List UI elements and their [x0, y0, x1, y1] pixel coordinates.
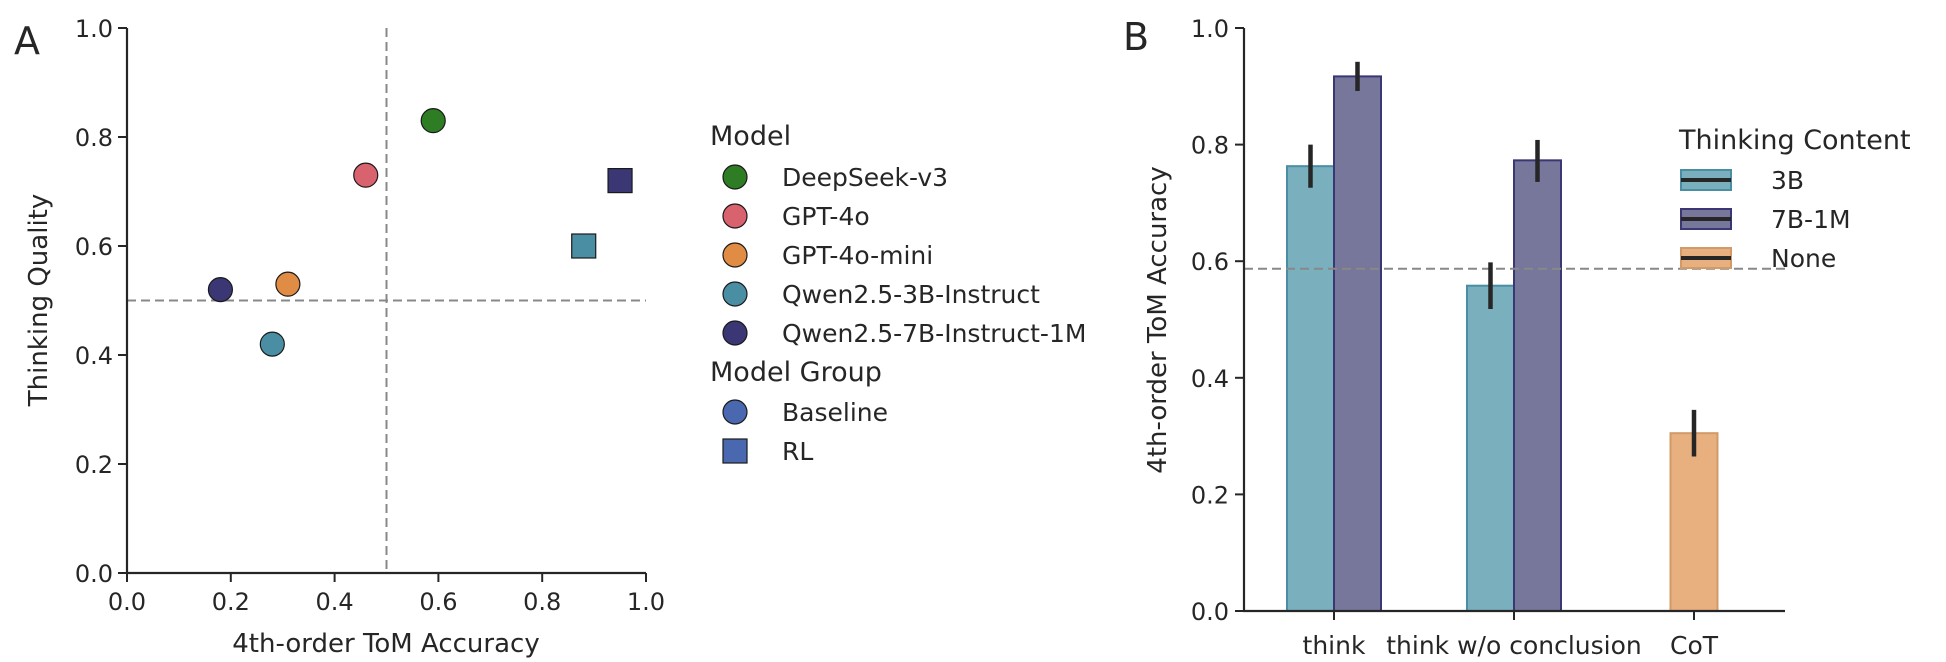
scatter-point-circle [353, 162, 379, 188]
legend-label: Qwen2.5-7B-Instruct-1M [782, 319, 1086, 348]
x-tick-label: 0.4 [316, 588, 354, 616]
legend-label: 7B-1M [1771, 205, 1851, 234]
legend-label: None [1771, 244, 1836, 273]
scatter-point-circle [259, 331, 285, 357]
y-tick-label: 0.8 [1191, 132, 1229, 160]
panel-b-bar: B 0.0 0.2 0.4 0.6 0.8 1.0 think think w/o concl… [1123, 15, 1911, 660]
scatter-points [207, 108, 633, 357]
legend-title-model: Model [710, 121, 791, 152]
y-tick-label: 0.2 [1191, 481, 1229, 509]
y-axis-label: Thinking Quality [24, 194, 54, 408]
legend-label: GPT-4o-mini [782, 241, 933, 270]
x-tick-label: think [1303, 631, 1366, 660]
legend-marker [722, 281, 748, 307]
y-tick-label: 0.2 [75, 451, 113, 479]
legend-label: Baseline [782, 398, 888, 427]
x-tick-label: 1.0 [627, 588, 665, 616]
axis-ticks: 0.0 0.2 0.4 0.6 0.8 1.0 think think w/o conclus… [1191, 15, 1719, 660]
axis-ticks: 0.0 0.2 0.4 0.6 0.8 1.0 0.0 0.2 0.4 0.6 0.8 1.0 [75, 15, 665, 616]
y-tick-label: 1.0 [75, 15, 113, 43]
y-tick-label: 0.8 [75, 124, 113, 152]
y-tick-label: 0.6 [1191, 248, 1229, 276]
legend-marker [722, 164, 748, 190]
bar-7B-1M [1333, 75, 1382, 613]
x-tick-label: 0.8 [523, 588, 561, 616]
bar-3B [1286, 165, 1335, 613]
scatter-point-circle [207, 277, 234, 303]
bar-None [1669, 432, 1719, 612]
legend-label: DeepSeek-v3 [782, 163, 948, 192]
y-tick-label: 0.0 [75, 560, 113, 588]
x-tick-label: 0.0 [108, 588, 146, 616]
legend-label: Qwen2.5-3B-Instruct [782, 280, 1040, 309]
legend-marker [722, 438, 748, 464]
legend-label: RL [782, 437, 813, 466]
legend-title: Thinking Content [1678, 125, 1911, 156]
x-tick-label: CoT [1670, 631, 1719, 660]
legend-label: 3B [1771, 166, 1804, 195]
scatter-point-square [571, 233, 597, 259]
bar-7B-1M [1513, 159, 1562, 612]
y-tick-label: 0.4 [75, 342, 113, 370]
panel-a-letter: A [14, 19, 40, 63]
x-tick-label: think w/o conclusion [1386, 631, 1642, 660]
reference-lines [127, 28, 646, 573]
x-axis-label: 4th-order ToM Accuracy [232, 629, 539, 659]
y-tick-label: 0.6 [75, 233, 113, 261]
legend-label: GPT-4o [782, 202, 870, 231]
y-tick-label: 0.0 [1191, 598, 1229, 626]
panel-a-scatter: A 0.0 0.2 0.4 0.6 0.8 1.0 0.0 0.2 0.4 0.6 0.8 1.0 4… [14, 15, 1086, 659]
legend-title-group: Model Group [710, 357, 882, 388]
bars [1286, 75, 1719, 613]
bar-3B [1466, 284, 1515, 612]
x-tick-label: 0.2 [212, 588, 250, 616]
y-axis-label: 4th-order ToM Accuracy [1143, 166, 1173, 473]
y-tick-label: 0.4 [1191, 365, 1229, 393]
legend-marker [722, 242, 748, 268]
legend-marker [722, 203, 748, 229]
legend-marker [722, 399, 748, 425]
legend: Model DeepSeek-v3 GPT-4o GPT-4o-mini Qwen2.5… [710, 121, 1086, 466]
scatter-point-square [607, 168, 633, 194]
scatter-point-circle [275, 271, 301, 297]
y-tick-label: 1.0 [1191, 15, 1229, 43]
panel-b-letter: B [1123, 15, 1149, 59]
legend: Thinking Content 3B 7B-1M None [1678, 125, 1911, 273]
error-bars [1308, 61, 1697, 457]
scatter-point-circle [420, 108, 446, 134]
legend-marker [722, 320, 748, 346]
x-tick-label: 0.6 [419, 588, 457, 616]
